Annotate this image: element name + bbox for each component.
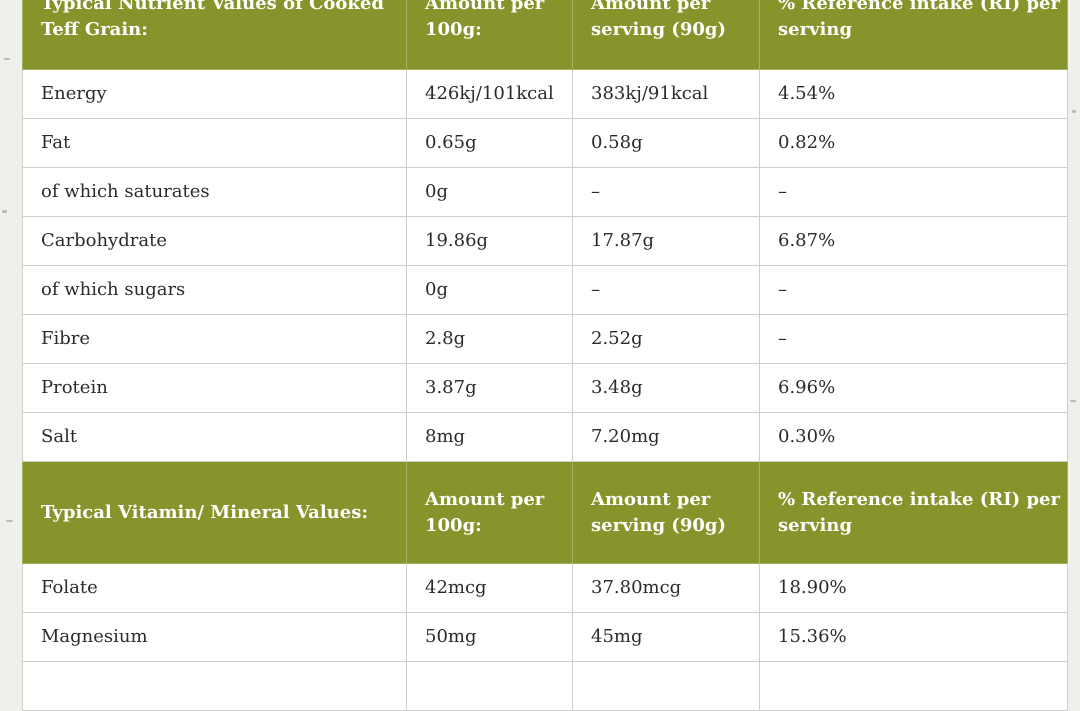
- background-speck: [6, 520, 13, 522]
- background-speck: [4, 58, 10, 60]
- table-row: Protein 3.87g 3.48g 6.96%: [22, 363, 1068, 413]
- nutrient-name-cell: Energy: [22, 69, 407, 119]
- table-row: Fibre 2.8g 2.52g –: [22, 314, 1068, 364]
- per-100g-header-cell: Amount per 100g:: [406, 461, 573, 564]
- nutrient-name-cell: Salt: [22, 412, 407, 462]
- reference-intake-cell: 4.54%: [759, 69, 1068, 119]
- per-serving-cell: 383kj/91kcal: [572, 69, 760, 119]
- table-row: of which saturates 0g – –: [22, 167, 1068, 217]
- reference-intake-cell: –: [759, 265, 1068, 315]
- table-row: [22, 661, 1068, 711]
- per-100g-cell: 0g: [406, 167, 573, 217]
- per-serving-cell: –: [572, 265, 760, 315]
- per-serving-cell: [572, 661, 760, 711]
- per-100g-header-cell: Amount per 100g:: [406, 0, 573, 70]
- per-100g-cell: 426kj/101kcal: [406, 69, 573, 119]
- background-speck: [1070, 400, 1076, 402]
- table-row: Magnesium 50mg 45mg 15.36%: [22, 612, 1068, 662]
- reference-intake-header-cell: % Reference intake (RI) per serving: [759, 461, 1068, 564]
- nutrient-name-cell: Carbohydrate: [22, 216, 407, 266]
- nutrient-name-cell: Fibre: [22, 314, 407, 364]
- per-100g-cell: 8mg: [406, 412, 573, 462]
- nutrient-name-cell: [22, 661, 407, 711]
- background-speck: [1072, 110, 1076, 113]
- nutrient-name-cell: Fat: [22, 118, 407, 168]
- reference-intake-cell: –: [759, 314, 1068, 364]
- reference-intake-cell: 6.87%: [759, 216, 1068, 266]
- per-100g-cell: 19.86g: [406, 216, 573, 266]
- per-serving-cell: 37.80mcg: [572, 563, 760, 613]
- reference-intake-cell: 0.30%: [759, 412, 1068, 462]
- nutrient-header-cell: Typical Nutrient Values of Cooked Teff G…: [22, 0, 407, 70]
- per-serving-cell: 45mg: [572, 612, 760, 662]
- reference-intake-cell: 6.96%: [759, 363, 1068, 413]
- reference-intake-cell: 18.90%: [759, 563, 1068, 613]
- reference-intake-cell: [759, 661, 1068, 711]
- nutrient-name-cell: Magnesium: [22, 612, 407, 662]
- per-serving-cell: 2.52g: [572, 314, 760, 364]
- per-100g-cell: [406, 661, 573, 711]
- per-serving-header-cell: Amount per serving (90g): [572, 0, 760, 70]
- per-serving-cell: 17.87g: [572, 216, 760, 266]
- nutrition-table-container: Typical Nutrient Values of Cooked Teff G…: [22, 0, 1068, 711]
- reference-intake-cell: –: [759, 167, 1068, 217]
- vitamin-mineral-header-row: Typical Vitamin/ Mineral Values: Amount …: [22, 461, 1068, 564]
- per-100g-cell: 2.8g: [406, 314, 573, 364]
- reference-intake-header-cell: % Reference intake (RI) per serving: [759, 0, 1068, 70]
- nutrient-name-cell: of which sugars: [22, 265, 407, 315]
- per-serving-cell: 7.20mg: [572, 412, 760, 462]
- reference-intake-cell: 0.82%: [759, 118, 1068, 168]
- per-serving-header-cell: Amount per serving (90g): [572, 461, 760, 564]
- per-100g-cell: 50mg: [406, 612, 573, 662]
- background-speck: [2, 210, 7, 213]
- table-row: of which sugars 0g – –: [22, 265, 1068, 315]
- nutrient-name-cell: Folate: [22, 563, 407, 613]
- per-serving-cell: 0.58g: [572, 118, 760, 168]
- table-row: Fat 0.65g 0.58g 0.82%: [22, 118, 1068, 168]
- per-100g-cell: 42mcg: [406, 563, 573, 613]
- per-100g-cell: 3.87g: [406, 363, 573, 413]
- per-serving-cell: 3.48g: [572, 363, 760, 413]
- per-serving-cell: –: [572, 167, 760, 217]
- nutrition-table: Typical Nutrient Values of Cooked Teff G…: [22, 0, 1068, 711]
- reference-intake-cell: 15.36%: [759, 612, 1068, 662]
- vitamin-mineral-header-cell: Typical Vitamin/ Mineral Values:: [22, 461, 407, 564]
- table-row: Folate 42mcg 37.80mcg 18.90%: [22, 563, 1068, 613]
- nutrient-name-cell: Protein: [22, 363, 407, 413]
- table-row: Energy 426kj/101kcal 383kj/91kcal 4.54%: [22, 69, 1068, 119]
- table-row: Carbohydrate 19.86g 17.87g 6.87%: [22, 216, 1068, 266]
- per-100g-cell: 0.65g: [406, 118, 573, 168]
- table-row: Salt 8mg 7.20mg 0.30%: [22, 412, 1068, 462]
- nutrient-name-cell: of which saturates: [22, 167, 407, 217]
- per-100g-cell: 0g: [406, 265, 573, 315]
- nutrient-header-row: Typical Nutrient Values of Cooked Teff G…: [22, 0, 1068, 70]
